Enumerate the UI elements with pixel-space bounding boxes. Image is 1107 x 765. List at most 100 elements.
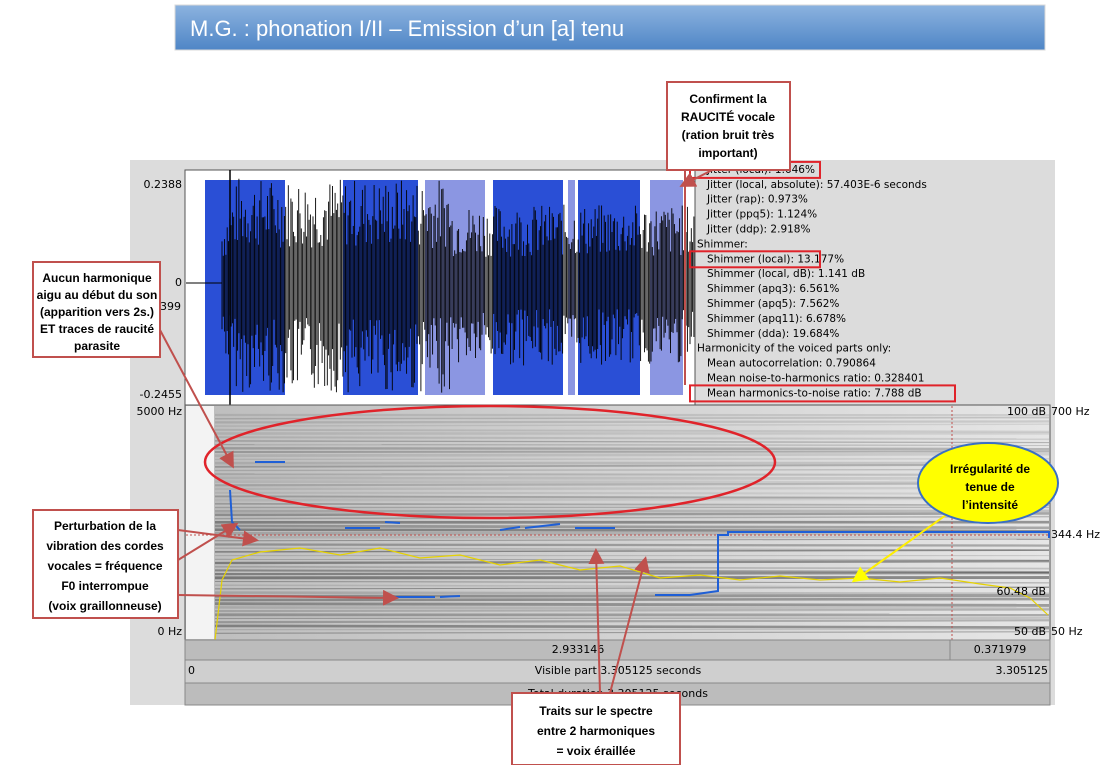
annotation-line: = voix éraillée <box>556 744 635 758</box>
report-line: Shimmer (local, dB): 1.141 dB <box>707 268 865 280</box>
harmonic-band <box>214 463 1050 468</box>
harmonic-band <box>214 423 1050 427</box>
harmonic-band <box>214 416 1050 420</box>
harmonic-band <box>214 428 1050 433</box>
waveform <box>186 170 695 405</box>
harmonic-band <box>214 436 1050 441</box>
axis-label: 344.4 Hz <box>1051 528 1100 541</box>
annotation-line: vocales = fréquence <box>47 559 162 573</box>
arrow <box>851 504 961 583</box>
report-line: Jitter (ppq5): 1.124% <box>706 209 817 221</box>
report-line: Shimmer (apq11): 6.678% <box>707 313 846 325</box>
harmonic-band <box>214 584 1050 588</box>
axis-label: 0 Hz <box>157 625 182 638</box>
harmonic-band <box>214 452 1050 458</box>
axis-label: 0 <box>175 276 182 289</box>
annotation-ellipse <box>917 442 1059 524</box>
harmonic-band <box>214 497 1050 502</box>
arrow <box>177 522 239 561</box>
report-line: Jitter (rap): 0.973% <box>706 194 808 206</box>
harmonic-band <box>214 420 1050 424</box>
annotation-line: (apparition vers 2s.) <box>40 305 154 319</box>
spectrogram <box>186 406 1050 641</box>
annotation-line: RAUCITÉ vocale <box>681 109 775 124</box>
intensity-line <box>214 547 1049 641</box>
harmonic-band <box>214 538 1050 542</box>
left-blank <box>186 406 214 639</box>
harmonic-band <box>214 602 1050 607</box>
report-line: Shimmer (apq5): 7.562% <box>707 298 839 310</box>
harmonic-band <box>214 528 1050 533</box>
harmonic-band <box>214 502 1050 506</box>
harmonic-band <box>214 447 1050 451</box>
harmonic-band <box>214 495 1050 499</box>
harmonic-band <box>214 549 1050 553</box>
axis-label: 399 <box>160 300 181 313</box>
harmonic-band <box>214 458 1050 461</box>
harmonic-band <box>214 597 1050 602</box>
title: M.G. : phonation I/II – Emission d’un [a… <box>190 16 624 41</box>
report-line: Harmonicity of the voiced parts only: <box>697 343 891 355</box>
harmonic-band <box>214 444 1050 446</box>
harmonic-band <box>214 560 1050 565</box>
report-line: Shimmer: <box>697 238 748 250</box>
report-line: Shimmer (apq3): 6.561% <box>707 283 839 295</box>
annotation-line: Confirment la <box>689 92 767 106</box>
harmonic-band <box>214 631 1050 634</box>
annotation-line: Irrégularité de <box>950 462 1030 476</box>
harmonic-band <box>214 515 1050 520</box>
axis-label: -0.2455 <box>140 388 182 401</box>
annotation-line: tenue de <box>965 480 1015 494</box>
annotation-box <box>32 261 161 358</box>
time-row <box>184 639 1051 661</box>
report-line: Shimmer (dda): 19.684% <box>707 328 839 340</box>
annotation-line: F0 interrompue <box>61 579 149 593</box>
harmonic-band <box>214 468 1050 472</box>
annotation-line: entre 2 harmoniques <box>537 724 655 738</box>
harmonic-band <box>214 547 1050 551</box>
harmonic-band <box>214 491 1050 495</box>
annotation-line: Traits sur le spectre <box>539 704 653 718</box>
annotation-line: ET traces de raucité <box>40 322 154 336</box>
harmonic-band <box>214 591 1050 595</box>
axis-label: 0.2388 <box>144 178 183 191</box>
annotation-line: parasite <box>74 339 120 353</box>
harmonic-band <box>214 486 1050 491</box>
annotation-line: l’intensité <box>962 498 1018 512</box>
arrow <box>609 556 650 694</box>
annotation-box <box>32 509 179 619</box>
harmonic-band <box>214 480 1050 484</box>
axis-label: 50 Hz <box>1051 625 1083 638</box>
harmonic-band <box>214 617 1050 620</box>
annotation-box <box>666 81 791 171</box>
arrow <box>177 589 399 606</box>
time-label: 0 <box>188 664 195 677</box>
highlight-box <box>689 250 821 269</box>
harmonic-band <box>214 543 1050 547</box>
harmonic-band <box>214 473 1050 476</box>
report-line: Mean noise-to-harmonics ratio: 0.328401 <box>707 373 924 385</box>
axis-label: 60.48 dB <box>996 585 1046 598</box>
report-line: Jitter (local, absolute): 57.403E-6 seco… <box>706 179 927 191</box>
harmonic-band <box>214 594 1050 598</box>
harmonic-band <box>214 440 1050 444</box>
highlight-ellipse <box>203 404 777 520</box>
spectrogram-panel <box>184 404 1051 641</box>
harmonic-band <box>214 476 1050 480</box>
harmonic-band <box>214 569 1050 574</box>
harmonic-band <box>214 619 1050 624</box>
annotation-box <box>511 692 681 765</box>
axis-label: 100 dB <box>1007 405 1046 418</box>
time-label: Visible part 3.305125 seconds <box>535 664 702 677</box>
harmonic-band <box>214 580 1050 584</box>
report-line: Mean autocorrelation: 0.790864 <box>707 358 876 370</box>
axis-label: 50 dB <box>1014 625 1046 638</box>
harmonic-band <box>214 565 1050 570</box>
harmonic-band <box>214 586 1050 590</box>
arrow <box>159 329 234 469</box>
harmonic-band <box>214 450 1050 454</box>
title-bar <box>174 4 1046 51</box>
annotation-line: (ration bruit très <box>682 128 775 142</box>
harmonic-band <box>214 512 1050 517</box>
